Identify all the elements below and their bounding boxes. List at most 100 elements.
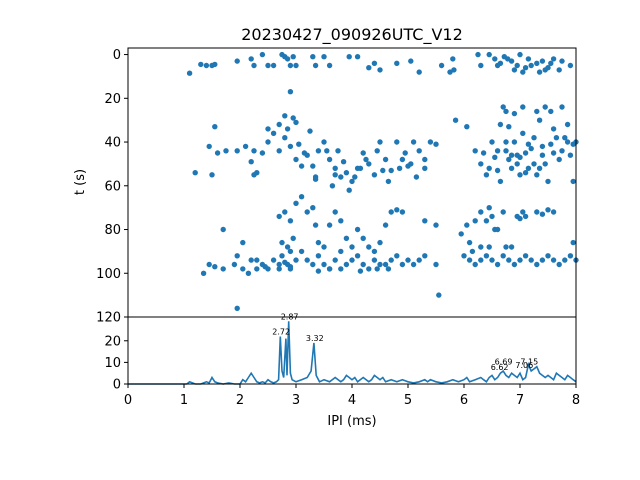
raster-point	[186, 70, 193, 76]
raster-point	[464, 124, 470, 130]
raster-point	[416, 69, 422, 75]
raster-point	[270, 130, 277, 136]
raster-point	[234, 305, 240, 311]
raster-point	[486, 244, 492, 250]
raster-point	[545, 207, 551, 213]
histogram-x-tick-label: 4	[348, 393, 356, 408]
raster-point	[520, 209, 526, 215]
raster-point	[315, 253, 322, 259]
raster-point	[478, 244, 484, 250]
histogram-y-tick-label: 10	[104, 356, 121, 371]
raster-point	[483, 172, 490, 178]
raster-point	[522, 213, 529, 220]
raster-point	[321, 54, 327, 60]
raster-point	[371, 60, 378, 66]
raster-point	[366, 266, 372, 272]
raster-point	[486, 205, 492, 211]
chart-title: 20230427_090926UTC_V12	[241, 25, 463, 45]
raster-point	[433, 222, 439, 228]
raster-point	[433, 261, 439, 268]
raster-point	[520, 104, 526, 110]
raster-point	[343, 261, 350, 268]
raster-point	[377, 261, 383, 268]
raster-point	[503, 139, 509, 145]
raster-y-tick-label: 80	[104, 223, 121, 238]
raster-point	[212, 61, 218, 68]
raster-point	[321, 139, 327, 145]
raster-point	[371, 257, 378, 263]
raster-point	[536, 69, 543, 75]
raster-point	[506, 257, 512, 263]
raster-point	[251, 172, 257, 178]
raster-point	[394, 60, 400, 66]
raster-point	[483, 218, 490, 224]
raster-y-tick-label: 20	[104, 92, 121, 107]
raster-point	[494, 148, 501, 154]
raster-point	[332, 165, 338, 171]
raster-point	[371, 172, 378, 178]
raster-point	[469, 248, 476, 255]
raster-point	[371, 248, 378, 255]
raster-point	[450, 56, 456, 62]
raster-point	[385, 178, 392, 185]
raster-point	[293, 62, 299, 69]
raster-point	[416, 257, 422, 263]
raster-point	[287, 62, 294, 69]
raster-panel: 0 20 40 60 80 100 120 t (s)	[73, 47, 579, 326]
raster-point	[338, 174, 344, 180]
raster-point	[374, 266, 380, 272]
raster-point	[298, 248, 305, 255]
raster-point	[360, 261, 366, 268]
raster-point	[550, 209, 557, 215]
raster-point	[410, 261, 417, 268]
raster-point	[503, 148, 509, 154]
raster-point	[343, 235, 350, 241]
raster-point	[422, 253, 428, 259]
raster-point	[410, 139, 417, 145]
raster-point	[399, 156, 406, 163]
raster-point	[451, 67, 457, 73]
raster-point	[511, 67, 518, 73]
raster-point	[497, 178, 504, 185]
raster-point	[310, 205, 316, 211]
raster-point	[408, 161, 414, 167]
raster-point	[528, 145, 534, 152]
raster-point	[436, 292, 442, 298]
raster-point	[559, 58, 565, 64]
raster-point	[520, 130, 526, 136]
raster-point	[270, 62, 277, 69]
raster-point	[312, 222, 319, 228]
raster-point	[494, 167, 501, 174]
raster-point	[279, 239, 285, 246]
raster-point	[287, 143, 294, 150]
raster-point	[500, 253, 506, 259]
raster-point	[394, 207, 400, 213]
raster-point	[458, 231, 464, 237]
raster-point	[276, 121, 282, 128]
raster-point	[234, 58, 240, 64]
histogram-x-tick-label: 0	[124, 393, 132, 408]
raster-point	[223, 148, 229, 154]
raster-point	[282, 113, 288, 119]
raster-point	[214, 150, 221, 156]
raster-point	[349, 257, 355, 263]
raster-point	[489, 139, 495, 145]
raster-point	[520, 69, 526, 75]
raster-point	[346, 54, 352, 60]
raster-point	[525, 56, 532, 62]
raster-point	[396, 165, 403, 171]
raster-point	[511, 139, 518, 145]
raster-point	[517, 257, 523, 263]
raster-point	[287, 218, 294, 224]
raster-point	[508, 152, 515, 158]
raster-point	[514, 161, 520, 167]
raster-point	[304, 209, 310, 215]
raster-point	[550, 150, 557, 156]
raster-point	[517, 154, 523, 160]
raster-point	[503, 244, 509, 250]
raster-point	[265, 62, 271, 69]
raster-point	[534, 108, 540, 115]
peak-label: 6.69	[495, 358, 513, 367]
raster-point	[315, 148, 322, 154]
